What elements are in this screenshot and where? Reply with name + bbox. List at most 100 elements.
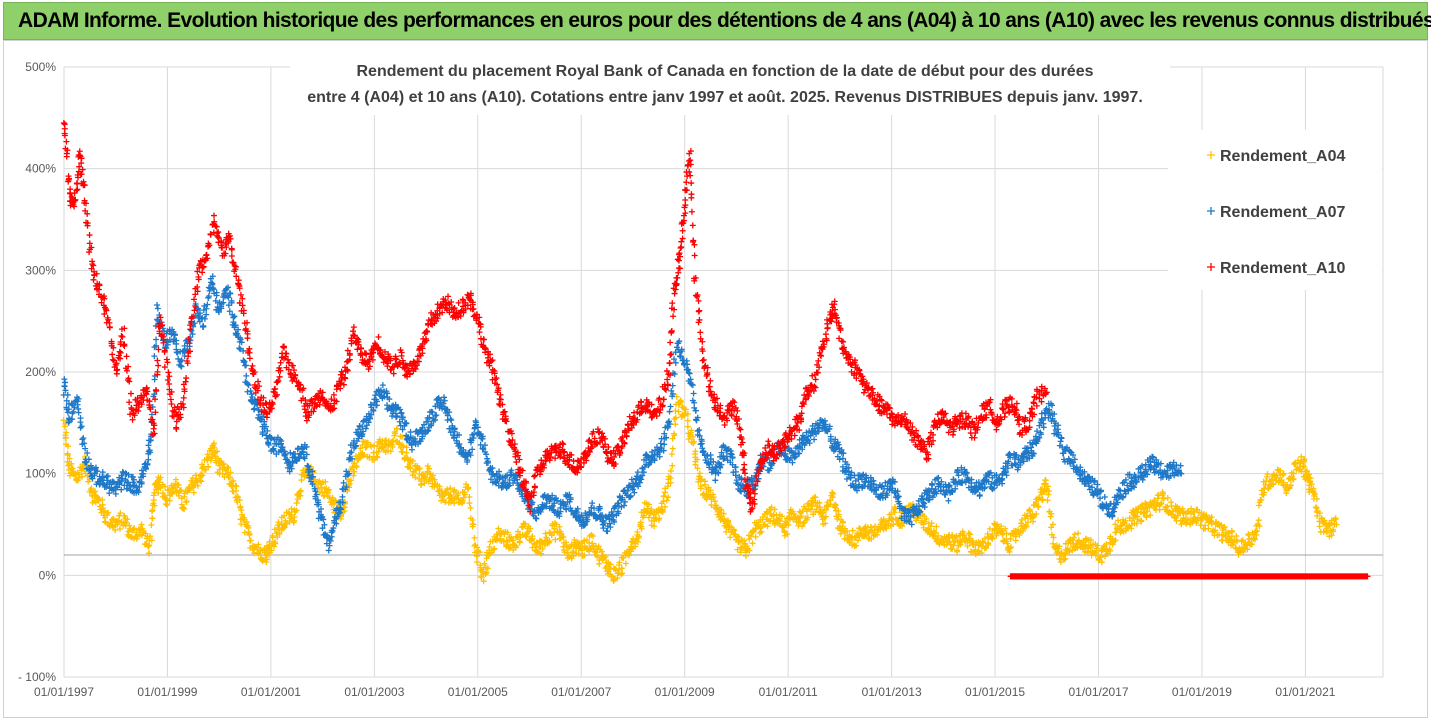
data-point-marker — [268, 547, 275, 554]
x-tick-label: 01/01/2007 — [551, 685, 611, 699]
data-point-marker — [465, 486, 472, 493]
y-tick-label: 100% — [25, 467, 56, 481]
data-point-marker — [350, 324, 357, 331]
data-point-marker — [280, 343, 287, 350]
data-point-marker — [596, 560, 603, 567]
data-point-marker — [553, 521, 560, 528]
data-point-marker — [1075, 530, 1081, 537]
data-point-marker — [667, 467, 674, 474]
data-point-marker — [697, 477, 704, 484]
data-point-marker — [521, 521, 528, 528]
data-point-marker — [692, 407, 699, 414]
data-point-marker — [764, 523, 771, 530]
data-point-marker — [322, 478, 329, 485]
data-point-marker — [106, 324, 113, 331]
data-point-marker — [329, 528, 336, 535]
y-tick-label: 400% — [25, 162, 56, 176]
data-point-marker — [126, 378, 133, 385]
data-point-marker — [157, 474, 164, 481]
data-point-marker — [275, 519, 282, 526]
data-point-marker — [296, 488, 303, 495]
data-point-marker — [592, 552, 599, 559]
data-point-marker — [77, 419, 84, 426]
data-point-marker — [99, 501, 106, 508]
data-point-marker — [771, 521, 778, 528]
data-point-marker — [451, 486, 458, 493]
data-point-marker — [215, 229, 222, 236]
data-point-marker — [198, 471, 205, 478]
data-point-marker — [97, 506, 104, 513]
data-point-marker — [509, 537, 516, 544]
data-point-marker — [375, 333, 382, 340]
data-point-marker — [109, 356, 116, 363]
data-point-marker — [590, 533, 597, 540]
data-point-marker — [422, 473, 429, 480]
data-point-marker — [357, 445, 364, 452]
data-point-marker — [1168, 499, 1175, 506]
data-point-marker — [471, 534, 478, 541]
data-point-marker — [205, 463, 212, 470]
data-point-marker — [668, 451, 675, 458]
data-point-marker — [203, 252, 210, 259]
data-point-marker — [529, 535, 536, 542]
x-tick-label: 01/01/2001 — [241, 685, 301, 699]
data-point-marker — [688, 427, 695, 434]
data-point-marker — [785, 521, 792, 528]
data-point-marker — [199, 472, 206, 479]
data-point-marker — [466, 500, 473, 507]
data-point-marker — [325, 486, 332, 493]
data-point-marker — [698, 476, 705, 483]
data-point-marker — [560, 534, 567, 541]
data-point-marker — [271, 538, 278, 545]
data-point-marker — [752, 533, 759, 540]
data-point-marker — [480, 578, 487, 585]
data-point-marker — [80, 435, 87, 442]
data-point-marker — [607, 561, 614, 568]
data-point-marker — [694, 456, 701, 463]
data-point-marker — [790, 510, 797, 517]
chart-title-background — [290, 55, 1170, 115]
data-point-marker — [461, 489, 468, 496]
data-point-marker — [426, 465, 433, 472]
data-point-marker — [672, 421, 679, 428]
data-point-marker — [823, 506, 830, 513]
data-point-marker — [976, 491, 983, 498]
data-point-marker — [684, 417, 691, 424]
data-point-marker — [74, 186, 81, 193]
data-point-marker — [529, 544, 536, 551]
data-point-marker — [563, 542, 570, 549]
data-point-marker — [277, 359, 284, 366]
data-point-marker — [166, 497, 173, 504]
data-point-marker — [86, 476, 93, 483]
x-tick-label: 01/01/2003 — [344, 685, 404, 699]
data-point-marker — [812, 494, 819, 501]
data-point-marker — [488, 549, 495, 556]
y-tick-label: - 100% — [18, 670, 56, 684]
data-point-marker — [455, 490, 462, 497]
data-point-marker — [822, 513, 829, 520]
data-point-marker — [122, 520, 129, 527]
data-point-marker — [416, 465, 423, 472]
x-tick-label: 01/01/2017 — [1068, 685, 1128, 699]
data-point-marker — [638, 525, 645, 532]
data-point-marker — [148, 537, 155, 544]
data-point-marker — [669, 445, 676, 452]
data-point-marker — [151, 353, 158, 360]
data-point-marker — [130, 525, 137, 532]
data-point-marker — [281, 512, 288, 519]
data-point-marker — [298, 477, 305, 484]
data-point-marker — [928, 520, 935, 527]
data-point-marker — [419, 471, 426, 478]
data-point-marker — [1101, 494, 1108, 501]
data-point-marker — [671, 430, 678, 437]
x-tick-label: 01/01/2019 — [1172, 685, 1232, 699]
data-point-marker — [175, 482, 182, 489]
data-point-marker — [254, 544, 261, 551]
data-point-marker — [193, 475, 200, 482]
data-point-marker — [470, 521, 477, 528]
data-point-marker — [491, 545, 498, 552]
x-tick-label: 01/01/2015 — [965, 685, 1025, 699]
data-point-marker — [685, 436, 692, 443]
data-point-marker — [347, 477, 354, 484]
